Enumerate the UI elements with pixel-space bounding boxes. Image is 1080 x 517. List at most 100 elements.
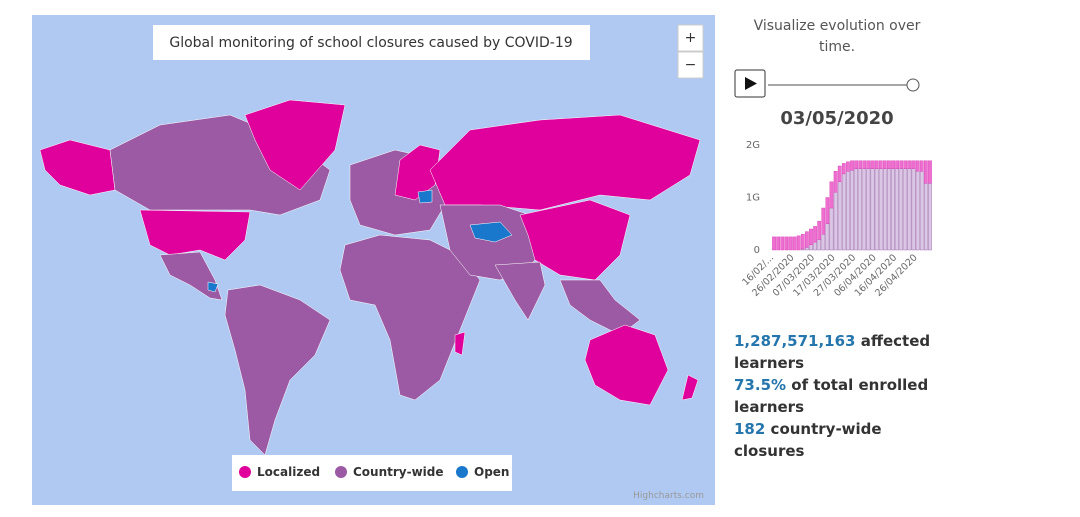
bar (841, 173, 846, 251)
bar (821, 234, 826, 251)
stat: 1,287,571,163 affected learners (734, 330, 949, 374)
zoom-out-button[interactable] (677, 51, 704, 79)
bar (887, 168, 891, 251)
bar (772, 236, 776, 251)
bar (882, 168, 887, 251)
bar (837, 181, 842, 251)
bar (899, 160, 904, 169)
title-box (153, 25, 590, 60)
legend-label[interactable]: Open (474, 465, 509, 479)
stat-value: 1,287,571,163 (734, 332, 856, 350)
bar (817, 220, 822, 240)
bar (792, 236, 797, 251)
bar (837, 165, 842, 182)
stats: 1,287,571,163 affected learners 73.5% of … (734, 330, 949, 462)
bar (833, 171, 838, 193)
y-tick-label: 2G (746, 140, 760, 151)
bar (825, 223, 830, 251)
map-title: Global monitoring of school closures cau… (169, 35, 572, 51)
bar (911, 168, 916, 251)
bar (866, 160, 871, 169)
region (39, 139, 116, 196)
bar (915, 171, 920, 251)
region (244, 99, 346, 191)
bar (809, 228, 813, 245)
bar (850, 169, 854, 251)
credit[interactable]: Highcharts.com (633, 491, 704, 501)
region (494, 261, 546, 321)
bar (858, 160, 863, 169)
region (339, 234, 481, 401)
bar (891, 160, 895, 169)
region (681, 374, 699, 401)
bar (800, 234, 805, 250)
region (394, 144, 441, 201)
region (584, 324, 669, 406)
legend: Localized Country-wide Open (239, 465, 509, 479)
current-date: 03/05/2020 (780, 108, 894, 129)
bar (923, 160, 928, 184)
bar (907, 160, 912, 169)
bar (776, 236, 781, 251)
stat-text: country-wide closures (734, 420, 882, 460)
stat-text: of total enrolled learners (734, 376, 929, 416)
heading: Visualize evolution over time. (753, 18, 921, 55)
legend-marker[interactable] (456, 466, 468, 478)
bar (805, 247, 809, 251)
region (207, 281, 219, 293)
region (469, 221, 513, 243)
zoom-in-label[interactable]: + (685, 30, 697, 46)
play-icon[interactable] (745, 77, 757, 90)
bar (813, 226, 817, 243)
bar (907, 168, 912, 251)
bar (833, 192, 838, 251)
bar (850, 160, 854, 171)
bar (903, 168, 908, 251)
bar (829, 181, 834, 209)
slider-knob[interactable] (906, 78, 920, 92)
bar (817, 239, 822, 251)
bar (923, 183, 928, 251)
bar (862, 168, 867, 251)
legend-marker[interactable] (239, 466, 251, 478)
bar (915, 160, 920, 172)
zoom-in-button[interactable] (677, 24, 704, 52)
bar (919, 171, 924, 251)
legend-label[interactable]: Localized (257, 465, 320, 479)
bar (928, 183, 932, 251)
stat-text: affected learners (734, 332, 931, 372)
bar (796, 235, 801, 251)
bar (829, 207, 834, 251)
legend-marker[interactable] (335, 466, 347, 478)
bar (903, 160, 908, 169)
stat: 73.5% of total enrolled learners (734, 374, 949, 418)
bar (887, 160, 891, 169)
bar (891, 168, 895, 251)
bar (809, 244, 813, 251)
bar (874, 160, 879, 169)
bar (874, 168, 879, 251)
region (417, 189, 433, 204)
stat: 182 country-wide closures (734, 418, 949, 462)
bar (825, 197, 830, 224)
zoom-out-label[interactable]: − (685, 57, 697, 73)
bar (878, 168, 883, 251)
bar (858, 168, 863, 251)
bar (788, 236, 793, 251)
stat-value: 182 (734, 420, 766, 438)
bar (899, 168, 904, 251)
bar (895, 160, 899, 169)
legend-label[interactable]: Country-wide (353, 465, 444, 479)
bar (878, 160, 883, 169)
bar (919, 160, 924, 172)
bar (821, 207, 826, 235)
y-tick-label: 0 (754, 245, 760, 256)
region (139, 209, 251, 261)
bar (841, 163, 846, 175)
bar (928, 160, 932, 184)
region (159, 251, 223, 301)
bar (813, 241, 817, 251)
bar (870, 168, 875, 251)
